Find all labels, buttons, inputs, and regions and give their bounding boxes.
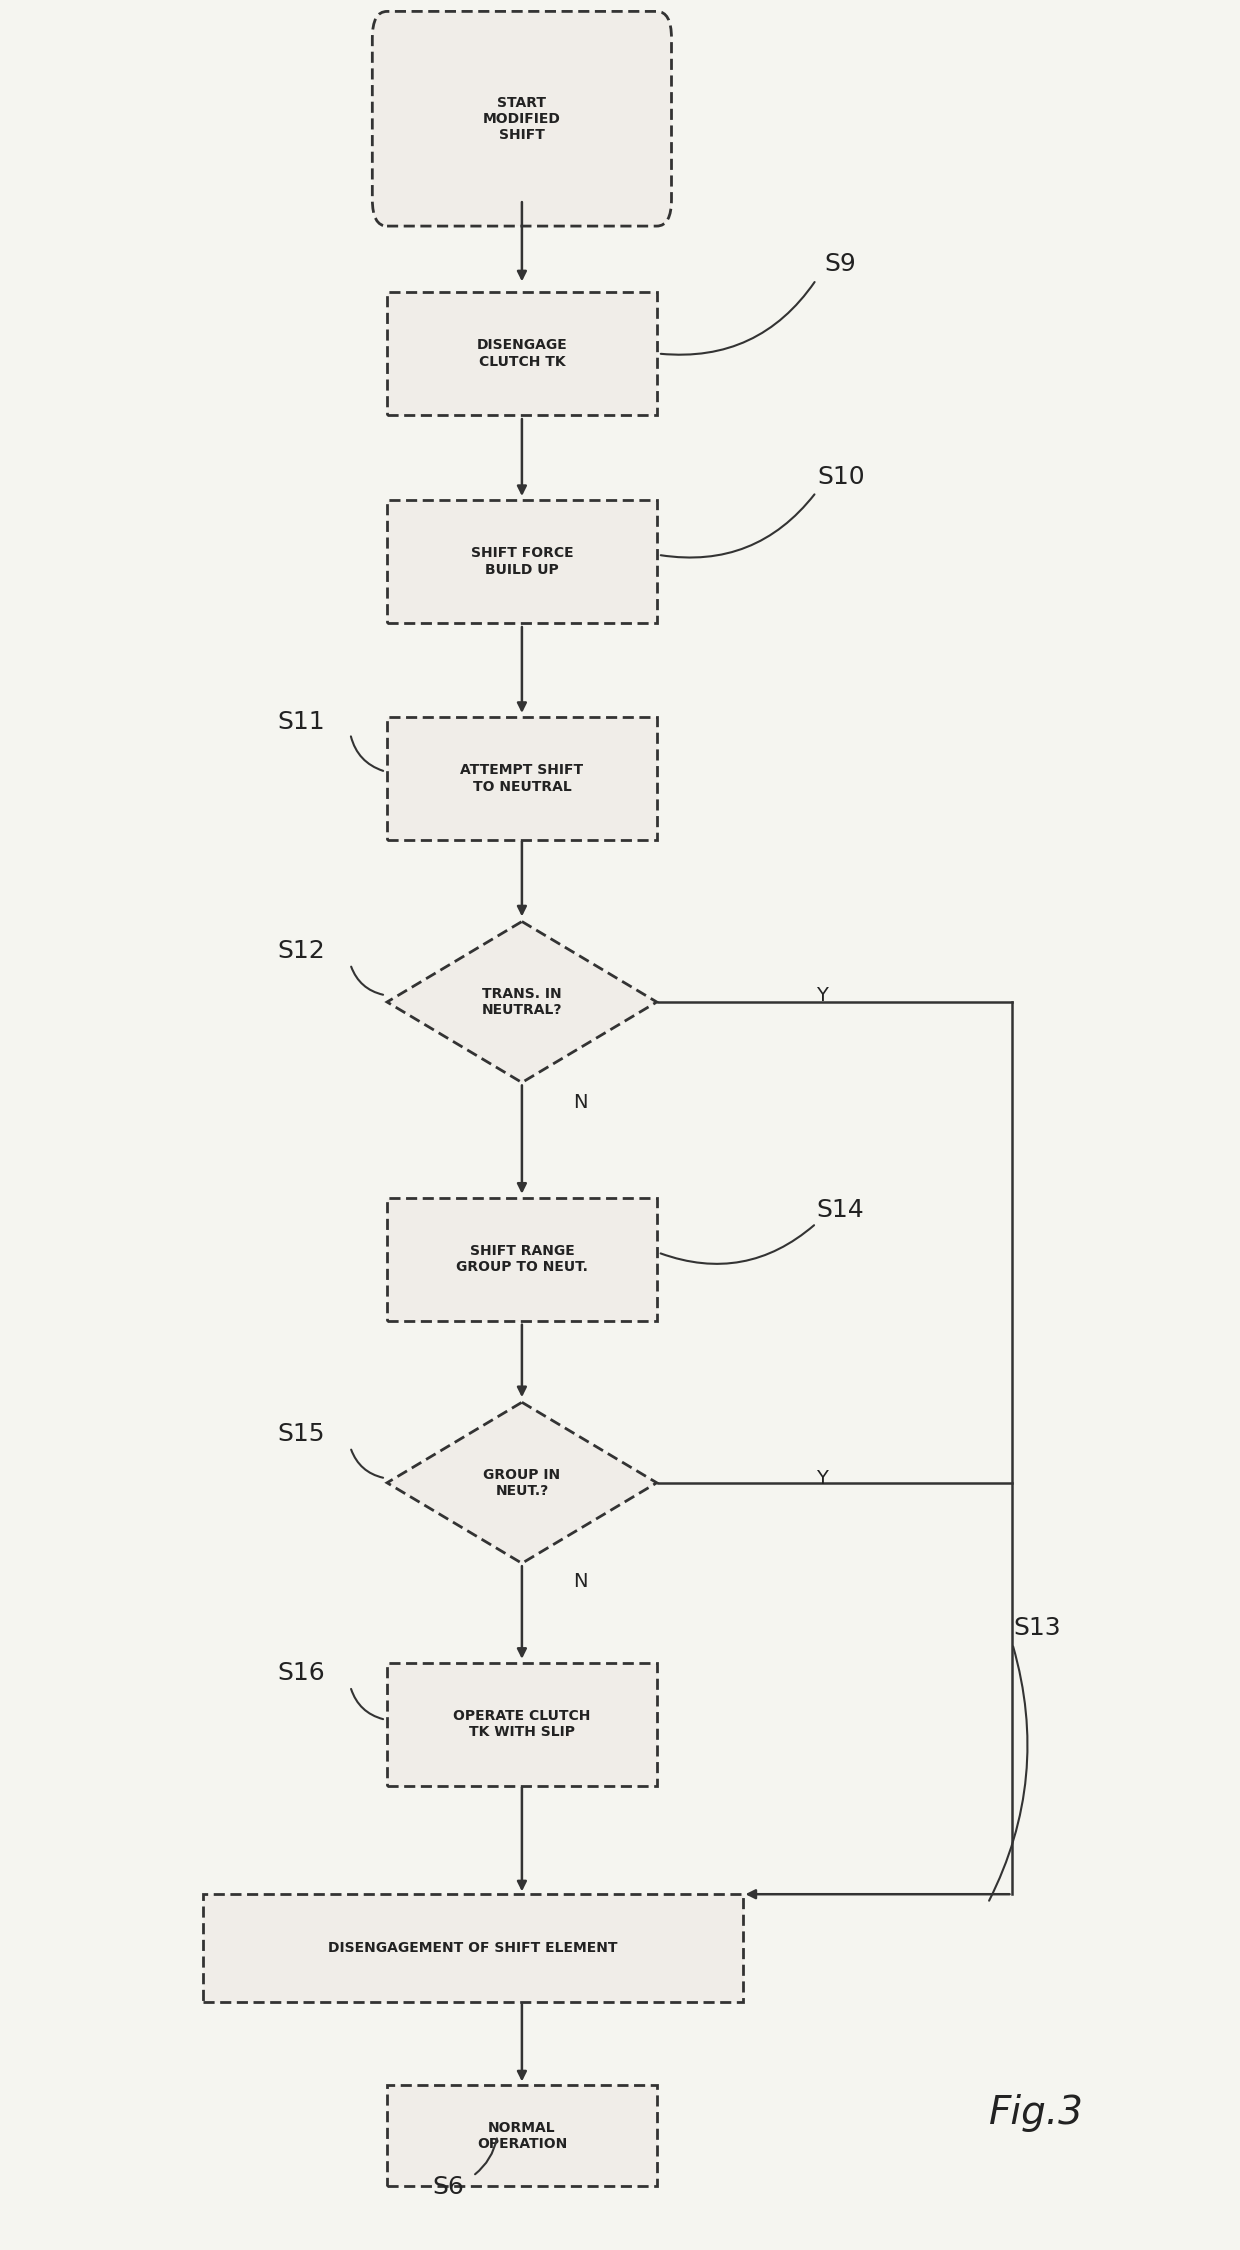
Text: SHIFT RANGE
GROUP TO NEUT.: SHIFT RANGE GROUP TO NEUT.	[456, 1244, 588, 1273]
Text: OPERATE CLUTCH
TK WITH SLIP: OPERATE CLUTCH TK WITH SLIP	[454, 1710, 590, 1739]
Polygon shape	[387, 922, 657, 1082]
Text: N: N	[574, 1573, 588, 1591]
Text: GROUP IN
NEUT.?: GROUP IN NEUT.?	[484, 1467, 560, 1498]
FancyBboxPatch shape	[203, 1894, 743, 2002]
Text: S16: S16	[278, 1660, 325, 1685]
Text: DISENGAGEMENT OF SHIFT ELEMENT: DISENGAGEMENT OF SHIFT ELEMENT	[329, 1942, 618, 1955]
FancyBboxPatch shape	[387, 292, 657, 414]
Text: S11: S11	[278, 711, 325, 734]
Text: Y: Y	[816, 986, 828, 1006]
FancyBboxPatch shape	[387, 1663, 657, 1786]
Text: Y: Y	[816, 1469, 828, 1487]
FancyBboxPatch shape	[387, 500, 657, 623]
Text: S15: S15	[278, 1422, 325, 1444]
Text: S12: S12	[278, 938, 325, 963]
Text: S10: S10	[817, 464, 864, 488]
Text: N: N	[574, 1094, 588, 1112]
Polygon shape	[387, 1402, 657, 1564]
FancyBboxPatch shape	[372, 11, 672, 225]
Text: S14: S14	[817, 1197, 864, 1222]
Text: START
MODIFIED
SHIFT: START MODIFIED SHIFT	[482, 94, 560, 142]
Text: ATTEMPT SHIFT
TO NEUTRAL: ATTEMPT SHIFT TO NEUTRAL	[460, 763, 584, 794]
FancyBboxPatch shape	[387, 1197, 657, 1321]
Text: Fig.3: Fig.3	[990, 2095, 1084, 2133]
Text: NORMAL
OPERATION: NORMAL OPERATION	[477, 2120, 567, 2151]
FancyBboxPatch shape	[387, 718, 657, 839]
Text: DISENGAGE
CLUTCH TK: DISENGAGE CLUTCH TK	[476, 338, 567, 369]
Text: SHIFT FORCE
BUILD UP: SHIFT FORCE BUILD UP	[471, 547, 573, 576]
Text: TRANS. IN
NEUTRAL?: TRANS. IN NEUTRAL?	[481, 988, 562, 1017]
Text: S9: S9	[825, 252, 857, 277]
Text: S6: S6	[433, 2176, 464, 2198]
Text: S13: S13	[1013, 1616, 1060, 1640]
FancyBboxPatch shape	[387, 2086, 657, 2187]
